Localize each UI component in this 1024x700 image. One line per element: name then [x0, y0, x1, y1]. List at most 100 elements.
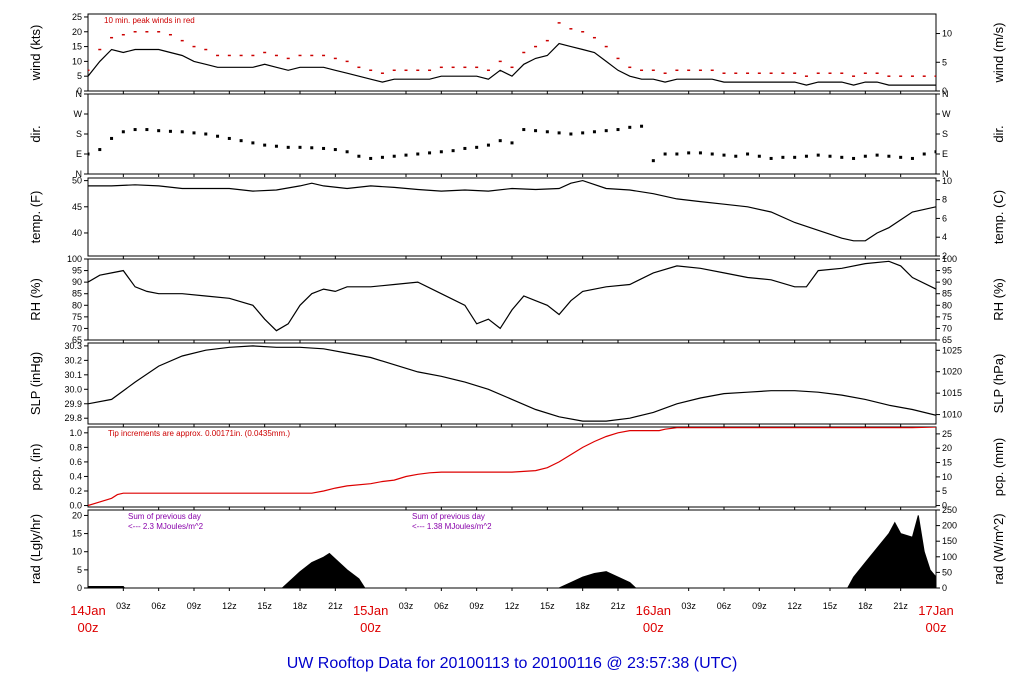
- panel-pcp: 0.0 0.2 0.4 0.6 0.8 1.0 0 5 10 15 20 25 pcp. (in) pcp…: [28, 426, 1006, 511]
- plot-frame-temp: [87, 177, 937, 257]
- x-hour-label: 15z: [823, 601, 838, 611]
- dir-point: [828, 154, 832, 158]
- y-tick-label-rh: 95: [72, 266, 82, 276]
- x-hour-label: 12z: [505, 601, 520, 611]
- y-tick-label-rh: 65: [72, 335, 82, 345]
- dir-point: [216, 134, 220, 138]
- x-hour-label: 21z: [611, 601, 626, 611]
- y-right-tick-label-temp: 2: [942, 251, 947, 261]
- dir-point: [145, 128, 149, 132]
- dir-point: [404, 153, 408, 157]
- pcp-line: [88, 427, 936, 507]
- dir-point: [816, 153, 820, 157]
- y-tick-label-temp: 40: [72, 228, 82, 238]
- rad-note-line2: <--- 1.38 MJoules/m^2: [412, 522, 492, 531]
- y-tick-label-rh: 70: [72, 323, 82, 333]
- y-right-tick-label-pcp: 15: [942, 458, 952, 468]
- data-temp: [88, 179, 936, 242]
- dir-point: [451, 149, 455, 153]
- y-tick-label-rh: 90: [72, 277, 82, 287]
- dir-point: [569, 132, 573, 136]
- y-tick-label-rh: 80: [72, 300, 82, 310]
- rh-line: [88, 260, 936, 332]
- dir-point: [416, 152, 420, 156]
- y-right-tick-label-slp: 1010: [942, 410, 962, 420]
- dir-point: [840, 155, 844, 159]
- y-right-tick-label-rh: 70: [942, 323, 952, 333]
- dir-point: [922, 152, 926, 156]
- dir-point: [168, 129, 172, 133]
- y-tick-label-slp: 30.1: [64, 370, 82, 380]
- dir-point: [463, 146, 467, 150]
- dir-point: [133, 128, 137, 132]
- dir-point: [663, 152, 667, 156]
- y-right-tick-label-wind: 0: [942, 86, 947, 96]
- x-hour-label: 18z: [858, 601, 873, 611]
- x-hour-label: 03z: [399, 601, 414, 611]
- dir-point: [734, 154, 738, 158]
- y-right-tick-label-slp: 1015: [942, 388, 962, 398]
- y-tick-label-wind: 0: [77, 86, 82, 96]
- y-axis-label-dir: dir.: [28, 125, 43, 142]
- dir-point: [357, 154, 361, 158]
- y-tick-label-wind: 5: [77, 71, 82, 81]
- temp-line: [88, 179, 936, 242]
- dir-point: [498, 139, 502, 143]
- y-right-tick-label-dir: W: [942, 109, 951, 119]
- y-axis-label-right-slp: SLP (hPa): [991, 354, 1006, 414]
- dir-point: [369, 156, 373, 160]
- plot-frame-rh: [87, 258, 937, 341]
- dir-point: [274, 144, 278, 148]
- y-right-tick-label-rad: 250: [942, 505, 957, 515]
- dir-point: [239, 139, 243, 143]
- y-right-tick-label-rad: 200: [942, 521, 957, 531]
- x-day-label-hour: 00z: [643, 620, 664, 635]
- y-right-tick-label-dir: E: [942, 149, 948, 159]
- x-day-label-hour: 00z: [926, 620, 947, 635]
- y-tick-label-dir: S: [76, 129, 82, 139]
- x-hour-label: 12z: [787, 601, 802, 611]
- y-tick-label-dir: E: [76, 149, 82, 159]
- dir-point: [910, 156, 914, 160]
- y-right-tick-label-temp: 6: [942, 213, 947, 223]
- y-right-tick-label-rh: 95: [942, 266, 952, 276]
- y-axis-label-pcp: pcp. (in): [28, 444, 43, 491]
- y-tick-label-rh: 100: [67, 254, 82, 264]
- chart-title: UW Rooftop Data for 20100113 to 20100116…: [287, 655, 738, 672]
- dir-point: [204, 132, 208, 136]
- dir-point: [298, 145, 302, 149]
- y-axis-label-slp: SLP (inHg): [28, 352, 43, 415]
- dir-point: [475, 145, 479, 149]
- x-hour-label: 15z: [540, 601, 555, 611]
- y-axis-label-right-rad: rad (W/m^2): [991, 513, 1006, 584]
- y-right-tick-label-pcp: 25: [942, 429, 952, 439]
- rad-note-line1: Sum of previous day: [412, 512, 485, 521]
- y-tick-label-wind: 20: [72, 27, 82, 37]
- dir-point: [557, 131, 561, 135]
- dir-point: [757, 154, 761, 158]
- dir-point: [899, 155, 903, 159]
- y-axis-label-rad: rad (Lgly/hr): [28, 514, 43, 584]
- y-tick-label-dir: N: [76, 89, 83, 99]
- y-right-tick-label-temp: 10: [942, 176, 952, 186]
- dir-point: [640, 124, 644, 128]
- y-tick-label-rad: 0: [77, 583, 82, 593]
- y-right-tick-label-wind: 10: [942, 29, 952, 39]
- dir-point: [675, 152, 679, 156]
- x-hour-label: 06z: [151, 601, 166, 611]
- x-hour-label: 06z: [434, 601, 449, 611]
- y-tick-label-rad: 15: [72, 529, 82, 539]
- dir-point: [263, 143, 267, 147]
- data-dir: [88, 124, 936, 163]
- dir-point: [852, 156, 856, 160]
- dir-point: [180, 130, 184, 134]
- y-right-tick-label-dir: N: [942, 169, 949, 179]
- plot-frame-wind: [87, 13, 937, 92]
- y-tick-label-slp: 30.2: [64, 355, 82, 365]
- x-hour-label: 18z: [293, 601, 308, 611]
- y-right-tick-label-temp: 8: [942, 195, 947, 205]
- panel-temp: 40 45 50 2 4 6 8 10 temp. (F) temp. (C): [28, 176, 1006, 261]
